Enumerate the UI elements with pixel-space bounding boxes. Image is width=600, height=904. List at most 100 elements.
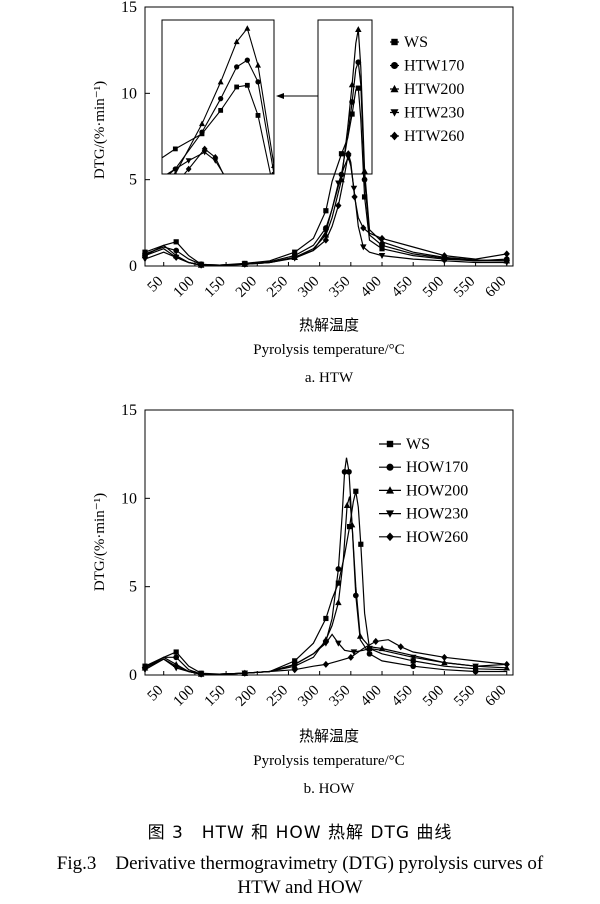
caption-line-2: HTW and HOW bbox=[237, 877, 363, 898]
inset-series-point bbox=[218, 107, 224, 113]
inset-series-point bbox=[255, 113, 261, 118]
series-point bbox=[335, 180, 342, 187]
y-tick-label: 0 bbox=[129, 258, 137, 275]
inset-series-point bbox=[172, 146, 178, 152]
inset-series-point bbox=[199, 120, 205, 127]
figure-caption-cn: 图 3 HTW 和 HOW 热解 DTG 曲线 bbox=[147, 823, 453, 843]
legend-marker bbox=[390, 131, 399, 141]
series-point bbox=[378, 253, 386, 260]
series-point bbox=[291, 661, 298, 668]
series-point bbox=[503, 250, 510, 258]
series-point bbox=[198, 670, 205, 678]
caption-line-1: Fig.3 Derivative thermogravimetry (DTG) … bbox=[56, 853, 544, 874]
series-point bbox=[503, 660, 510, 668]
series-point bbox=[355, 59, 362, 66]
x-axis-title-cn: 热解温度 bbox=[299, 316, 359, 334]
series-line bbox=[144, 491, 507, 675]
series-point bbox=[409, 654, 417, 661]
series-point bbox=[343, 502, 351, 508]
inset-series-point bbox=[244, 82, 250, 88]
series-point bbox=[322, 236, 330, 244]
series-point bbox=[173, 662, 180, 670]
x-tick-label: 500 bbox=[420, 683, 447, 710]
series-point bbox=[292, 249, 298, 255]
inset-series-point bbox=[255, 62, 261, 68]
x-tick-label: 400 bbox=[358, 683, 385, 710]
series-point bbox=[173, 253, 180, 261]
x-tick-label: 350 bbox=[326, 683, 353, 710]
series-point bbox=[141, 252, 149, 260]
legend-label: HOW170 bbox=[406, 459, 468, 476]
x-tick-label: 550 bbox=[451, 274, 478, 301]
series-point bbox=[322, 660, 330, 668]
x-axis-title: Pyrolysis temperature/°C bbox=[253, 753, 404, 769]
legend-marker bbox=[386, 510, 394, 518]
x-tick-label: 400 bbox=[358, 274, 385, 301]
inset-series-point bbox=[234, 84, 240, 90]
x-tick-label: 100 bbox=[171, 683, 198, 710]
series-point bbox=[361, 167, 368, 174]
legend-label: HOW230 bbox=[406, 506, 468, 523]
legend: WS HTW170 HTW200 HTW230 HTW260 bbox=[390, 34, 464, 145]
series-point bbox=[348, 81, 356, 88]
panel-label: a. HTW bbox=[305, 370, 354, 386]
series-point bbox=[335, 580, 341, 586]
series-point bbox=[338, 151, 345, 157]
legend-label: WS bbox=[404, 34, 428, 51]
x-tick-label: 300 bbox=[295, 683, 322, 710]
series-line bbox=[144, 496, 507, 675]
series-point bbox=[410, 663, 417, 670]
x-tick-label: 450 bbox=[389, 274, 416, 301]
series-curves bbox=[141, 26, 511, 269]
series-point bbox=[353, 488, 359, 494]
legend-marker bbox=[391, 38, 398, 46]
series-point bbox=[349, 111, 355, 117]
inset-series-point bbox=[185, 165, 192, 173]
x-axis-title-cn: 热解温度 bbox=[299, 727, 359, 745]
x-axis-title: Pyrolysis temperature/°C bbox=[253, 342, 404, 358]
y-tick-label: 15 bbox=[121, 0, 137, 16]
legend-marker bbox=[386, 463, 394, 471]
series-point bbox=[441, 252, 448, 260]
inset-series-point bbox=[271, 171, 274, 174]
legend-marker bbox=[390, 61, 399, 70]
y-tick-label: 10 bbox=[121, 490, 137, 507]
y-axis-title: DTG/(%·min⁻¹) bbox=[92, 81, 108, 179]
inset-series-point bbox=[233, 38, 240, 45]
series-point bbox=[345, 154, 352, 161]
series-point bbox=[173, 247, 180, 254]
series-point bbox=[345, 150, 352, 158]
legend-marker bbox=[390, 109, 399, 117]
series-point bbox=[441, 653, 448, 661]
x-tick-label: 350 bbox=[326, 274, 353, 301]
inset-box bbox=[161, 19, 275, 175]
series-point bbox=[198, 261, 205, 269]
inset-series-point bbox=[173, 170, 178, 174]
legend-label: HTW170 bbox=[404, 58, 464, 75]
series-point bbox=[356, 632, 364, 639]
series-point bbox=[335, 202, 342, 210]
inset-series-point bbox=[271, 162, 274, 169]
series-point bbox=[335, 640, 342, 647]
legend-label: HTW200 bbox=[404, 81, 464, 98]
series-point bbox=[173, 649, 179, 655]
series-point bbox=[335, 566, 342, 572]
series-point bbox=[173, 239, 179, 245]
series-point bbox=[341, 468, 348, 475]
series-point bbox=[366, 650, 373, 657]
x-tick-label: 250 bbox=[264, 683, 291, 710]
series-point bbox=[241, 260, 248, 268]
x-tick-label: 600 bbox=[482, 274, 509, 301]
legend-marker bbox=[386, 486, 394, 494]
inset-series-point bbox=[212, 154, 219, 161]
plot-frame bbox=[144, 6, 514, 267]
inset-series-point bbox=[244, 57, 250, 63]
inset-series-point bbox=[244, 25, 251, 31]
inset-series-point bbox=[218, 96, 224, 102]
legend-marker bbox=[386, 532, 394, 542]
legend-marker bbox=[390, 84, 399, 93]
inset-series bbox=[162, 25, 274, 174]
x-tick-label: 50 bbox=[145, 274, 167, 296]
series-point bbox=[360, 224, 367, 232]
